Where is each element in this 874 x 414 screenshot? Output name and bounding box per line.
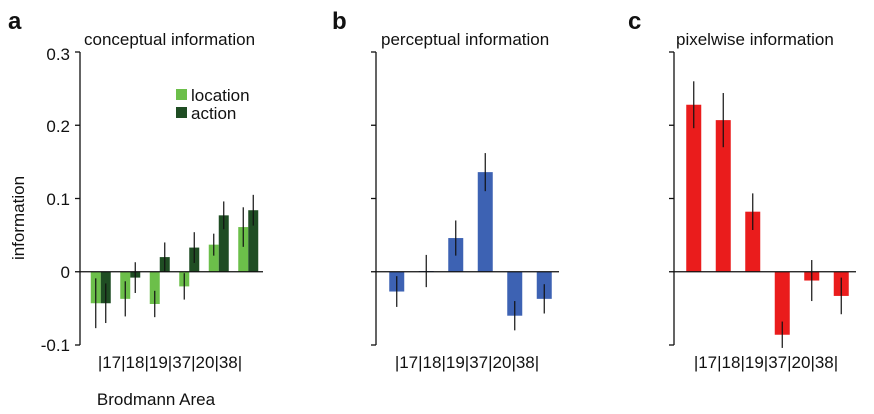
panel-a-title: conceptual information (84, 30, 255, 49)
bar-b-series-20 (507, 271, 523, 316)
y-tick-label-0: 0 (61, 263, 70, 282)
panel-letter-a: a (8, 8, 22, 35)
bar-c-series-19 (745, 211, 761, 272)
bar-c-series-18 (715, 120, 731, 272)
legend-label-location: location (191, 86, 250, 105)
y-axis-label: information (9, 176, 28, 260)
x-axis-label: Brodmann Area (97, 390, 216, 409)
bar-a-action-38 (248, 210, 259, 272)
bar-a-location-19 (149, 271, 160, 304)
bar-c-series-37 (774, 271, 790, 335)
y-tick-label-neg0.1: -0.1 (41, 336, 70, 355)
bar-c-series-17 (686, 104, 702, 272)
y-tick-label-0.3: 0.3 (46, 45, 70, 64)
y-tick-label-0.1: 0.1 (46, 190, 70, 209)
panel-letter-c: c (628, 8, 641, 35)
panel-c-category-labels: |17|18|19|37|20|38| (694, 353, 838, 372)
bar-a-location-38 (238, 227, 249, 272)
chart-marks (75, 51, 856, 348)
panel-letter-b: b (332, 8, 347, 35)
panel-c-title: pixelwise information (676, 30, 834, 49)
bar-a-location-20 (208, 244, 219, 272)
bar-a-action-20 (218, 215, 229, 272)
y-tick-label-0.2: 0.2 (46, 117, 70, 136)
panel-b-title: perceptual information (381, 30, 549, 49)
legend-swatch-action (176, 107, 187, 118)
panel-b: b perceptual information |17|18|19|37|20… (332, 8, 549, 372)
panel-c: c pixelwise information |17|18|19|37|20|… (628, 8, 838, 372)
panel-b-category-labels: |17|18|19|37|20|38| (395, 353, 539, 372)
panel-a-category-labels: |17|18|19|37|20|38| (98, 353, 242, 372)
legend-swatch-location (176, 89, 187, 100)
panel-a: a conceptual information 0.3 0.2 0.1 0 -… (8, 8, 255, 409)
bar-b-series-37 (477, 172, 493, 272)
legend-label-action: action (191, 104, 236, 123)
